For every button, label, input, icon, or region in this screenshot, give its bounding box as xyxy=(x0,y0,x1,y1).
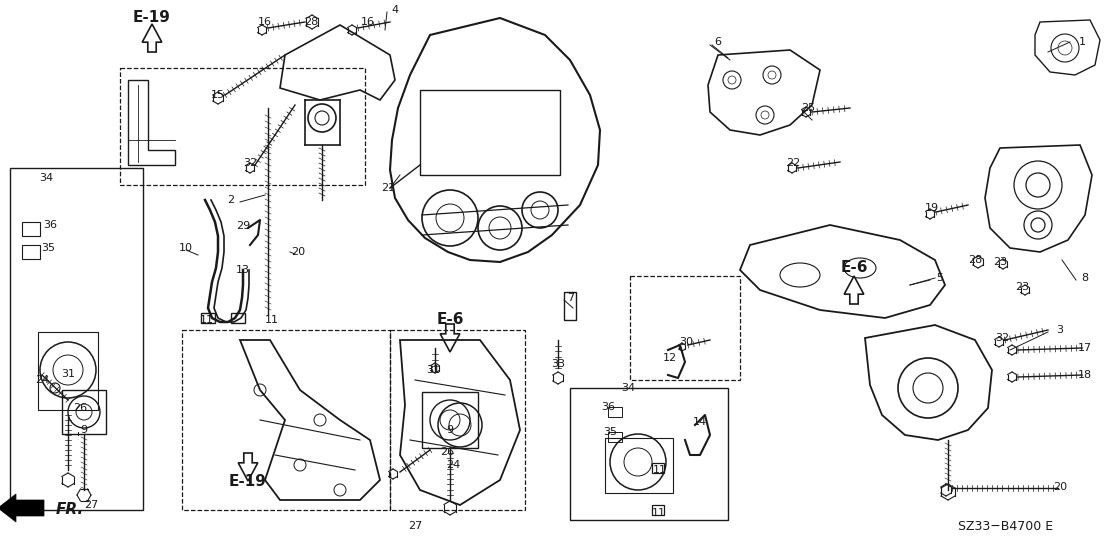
Text: 7: 7 xyxy=(567,293,575,303)
Text: 32: 32 xyxy=(243,158,257,168)
Text: 11: 11 xyxy=(201,315,214,325)
Text: 29: 29 xyxy=(236,221,250,231)
Bar xyxy=(570,388,728,520)
Text: 26: 26 xyxy=(440,447,454,457)
Text: 6: 6 xyxy=(715,37,721,47)
Bar xyxy=(630,276,740,380)
Bar xyxy=(120,68,365,185)
Bar xyxy=(608,432,622,442)
Text: 11: 11 xyxy=(653,465,667,475)
Text: 10: 10 xyxy=(179,243,193,253)
Text: 2: 2 xyxy=(227,195,235,205)
Text: 28: 28 xyxy=(304,17,318,27)
Text: 11: 11 xyxy=(265,315,279,325)
Text: 36: 36 xyxy=(43,220,57,230)
Text: SZ33−B4700 E: SZ33−B4700 E xyxy=(958,519,1053,533)
Text: 33: 33 xyxy=(551,359,565,369)
Text: 13: 13 xyxy=(236,265,250,275)
Text: 14: 14 xyxy=(692,417,707,427)
Text: 16: 16 xyxy=(258,17,271,27)
Bar xyxy=(22,222,40,236)
Text: 9: 9 xyxy=(81,425,88,435)
Bar xyxy=(652,505,664,515)
Bar xyxy=(230,313,245,323)
Text: 11: 11 xyxy=(652,508,666,518)
Text: 34: 34 xyxy=(620,383,635,393)
Bar xyxy=(608,407,622,417)
Text: 20: 20 xyxy=(291,247,305,257)
Text: 36: 36 xyxy=(601,402,615,412)
Text: 21: 21 xyxy=(381,183,396,193)
Bar xyxy=(564,292,576,320)
Text: 4: 4 xyxy=(391,5,399,15)
Bar xyxy=(62,390,106,434)
Text: 23: 23 xyxy=(993,257,1007,267)
Text: 16: 16 xyxy=(361,17,375,27)
Text: 31: 31 xyxy=(61,369,75,379)
Text: 26: 26 xyxy=(73,403,88,413)
Bar xyxy=(182,330,390,510)
Bar xyxy=(22,245,40,259)
Text: 27: 27 xyxy=(408,521,422,531)
Text: 12: 12 xyxy=(663,353,677,363)
Text: FR.: FR. xyxy=(57,503,84,518)
Text: 23: 23 xyxy=(1015,282,1029,292)
Text: 17: 17 xyxy=(1078,343,1092,353)
Text: 31: 31 xyxy=(425,365,440,375)
Text: 5: 5 xyxy=(936,273,944,283)
Text: 35: 35 xyxy=(41,243,55,253)
Text: 24: 24 xyxy=(445,460,460,470)
Text: 9: 9 xyxy=(447,425,453,435)
Bar xyxy=(10,168,143,510)
Text: E-19: E-19 xyxy=(229,474,267,489)
Text: 8: 8 xyxy=(1081,273,1088,283)
Text: E-6: E-6 xyxy=(840,260,868,275)
Text: 22: 22 xyxy=(786,158,800,168)
Bar xyxy=(390,330,525,510)
Text: 32: 32 xyxy=(995,333,1009,343)
Text: 28: 28 xyxy=(968,255,982,265)
Text: 19: 19 xyxy=(925,203,940,213)
Text: E-6: E-6 xyxy=(437,312,464,327)
Polygon shape xyxy=(0,494,44,522)
Bar xyxy=(605,438,673,493)
Text: 35: 35 xyxy=(603,427,617,437)
Text: 24: 24 xyxy=(34,375,49,385)
Text: E-19: E-19 xyxy=(133,11,171,25)
Text: 1: 1 xyxy=(1078,37,1086,47)
Text: 30: 30 xyxy=(679,337,692,347)
Bar xyxy=(201,313,215,323)
Text: 3: 3 xyxy=(1057,325,1064,335)
Bar xyxy=(38,332,98,410)
Text: 15: 15 xyxy=(211,90,225,100)
Text: 20: 20 xyxy=(1053,482,1067,492)
Text: 25: 25 xyxy=(801,103,815,113)
Text: 27: 27 xyxy=(84,500,99,510)
Text: 18: 18 xyxy=(1078,370,1092,380)
Text: 34: 34 xyxy=(39,173,53,183)
Bar xyxy=(422,392,478,448)
Bar xyxy=(652,463,664,473)
